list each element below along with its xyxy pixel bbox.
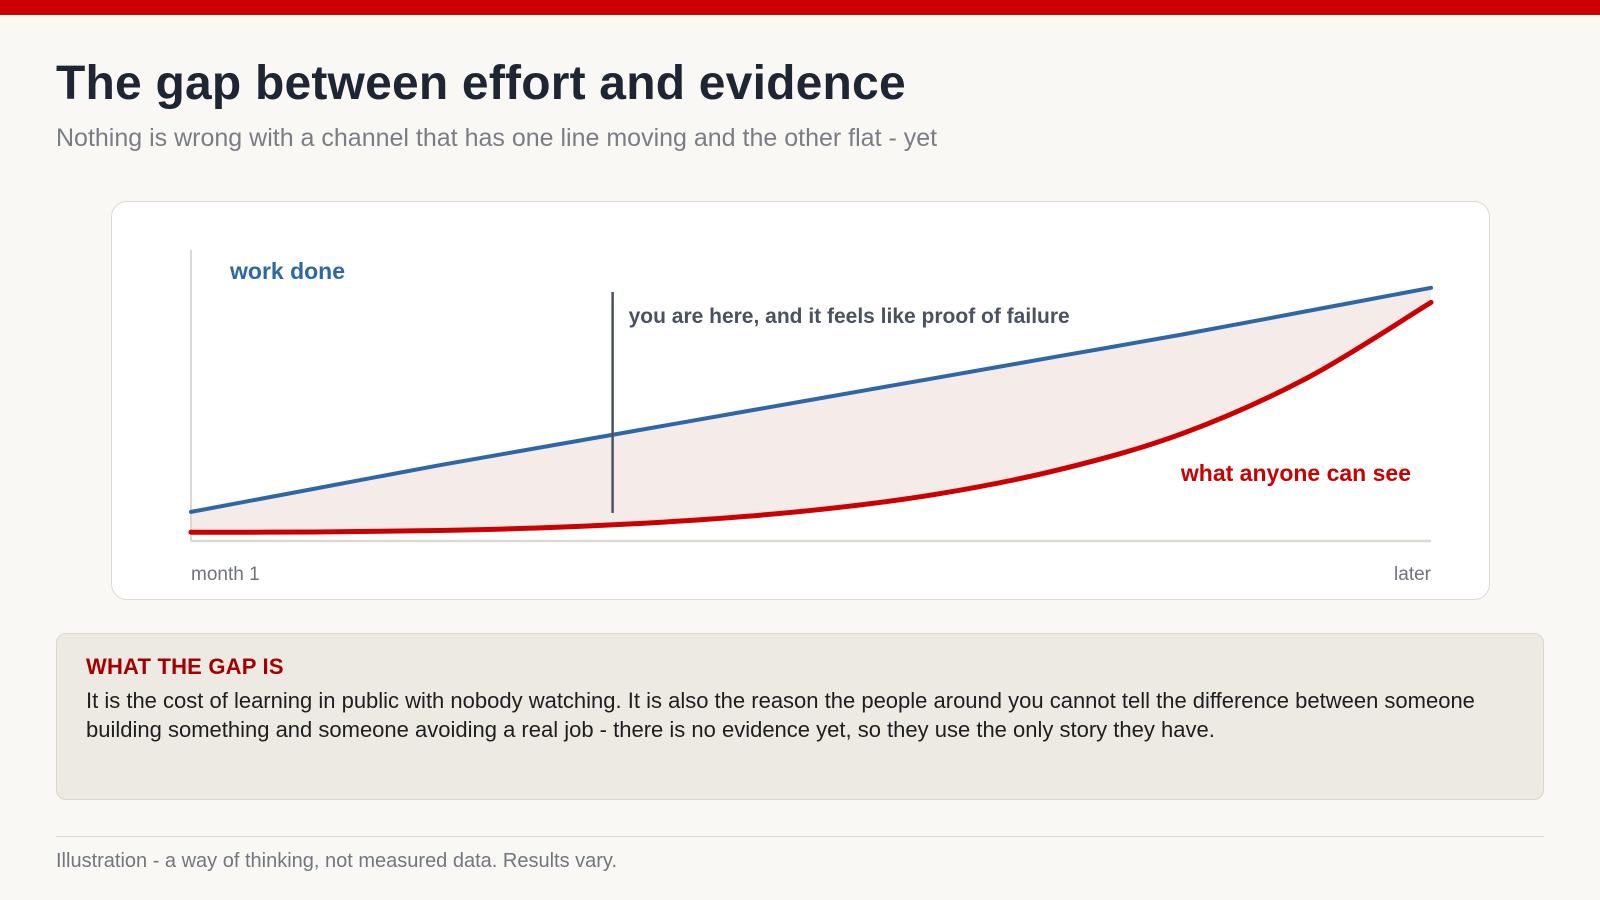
page-title: The gap between effort and evidence [56, 57, 906, 110]
gap-area [191, 287, 1431, 533]
line-chart: you are here, and it feels like proof of… [188, 250, 1434, 585]
x-tick-label-end: later [1394, 564, 1432, 585]
page-subtitle: Nothing is wrong with a channel that has… [56, 124, 938, 152]
info-body: It is the cost of learning in public wit… [86, 688, 1475, 742]
annotation-label: you are here, and it feels like proof of… [629, 305, 1070, 328]
visible-evidence-label: what anyone can see [1180, 460, 1411, 486]
chart-card: you are here, and it feels like proof of… [111, 201, 1490, 600]
footnote: Illustration - a way of thinking, not me… [56, 850, 618, 872]
info-title: WHAT THE GAP IS [86, 654, 284, 679]
footer-divider [56, 836, 1544, 837]
top-accent-bar [0, 0, 1600, 15]
work-done-label: work done [229, 258, 345, 284]
visible-evidence-line [188, 299, 1434, 535]
info-callout: WHAT THE GAP IS It is the cost of learni… [56, 633, 1544, 800]
work-done-line [189, 285, 1433, 514]
x-tick-label-start: month 1 [191, 564, 260, 585]
